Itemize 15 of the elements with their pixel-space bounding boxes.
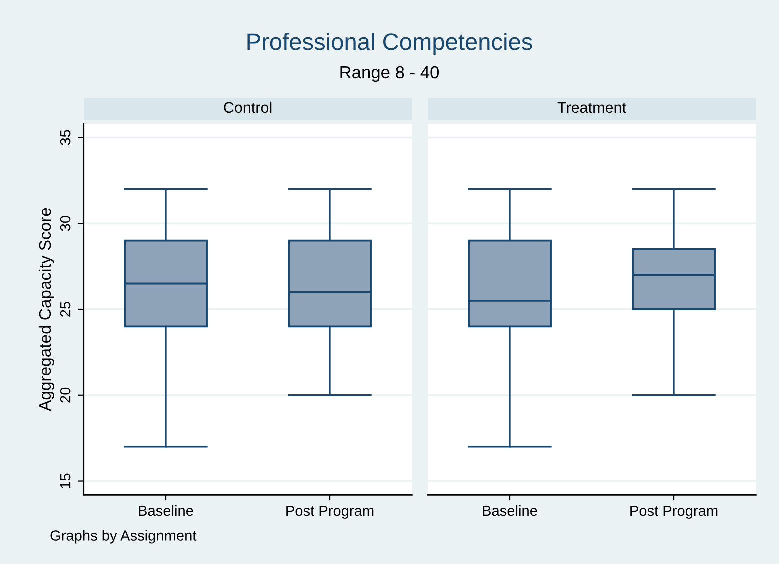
x-tick-label: Post Program [286, 506, 374, 520]
y-axis-title: Aggregated Capacity Score [38, 208, 54, 412]
y-tick-label: 25 [60, 302, 71, 317]
chart-title: Treatment [558, 102, 626, 114]
text: Professional Competencies [248, 32, 532, 56]
x-tick-label: Baseline [483, 505, 538, 516]
y-tick-label: 20 [60, 388, 71, 403]
y-tick-label: 30 [60, 216, 71, 232]
chart-title: Control [224, 102, 272, 114]
text: Range 8 - 40 [340, 66, 440, 82]
x-tick-label: Post Program [630, 506, 718, 520]
text: Graphs by Assignment [50, 530, 197, 544]
y-tick-label: 35 [60, 130, 71, 146]
y-tick-label: 15 [60, 474, 71, 488]
x-tick-label: Baseline [139, 505, 194, 516]
